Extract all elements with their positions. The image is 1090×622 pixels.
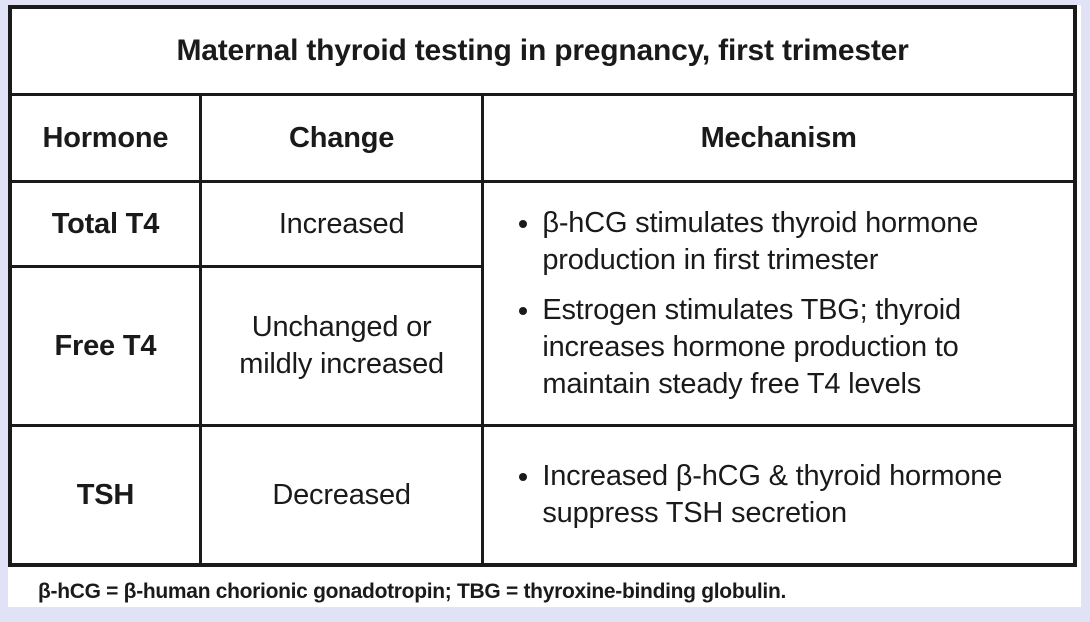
- table-title: Maternal thyroid testing in pregnancy, f…: [8, 5, 1077, 96]
- table-row-total-t4: Total T4 Increased β-hCG stimulates thyr…: [8, 180, 1077, 427]
- abbreviation-footnote: β-hCG = β-human chorionic gonadotropin; …: [38, 580, 787, 603]
- change-total-t4: Increased: [198, 180, 485, 268]
- mechanism-bullet: Estrogen stimulates TBG; thyroid increas…: [542, 292, 1053, 403]
- header-row: Hormone Change Mechanism: [8, 93, 1077, 183]
- hormone-free-t4: Free T4: [8, 265, 202, 427]
- mechanism-bullet: Increased β-hCG & thyroid hormone suppre…: [542, 458, 1053, 532]
- table-row-tsh: TSH Decreased Increased β-hCG & thyroid …: [8, 424, 1077, 567]
- mechanism-tsh-cell: Increased β-hCG & thyroid hormone suppre…: [481, 424, 1077, 567]
- hormone-tsh: TSH: [8, 424, 202, 567]
- column-header-hormone: Hormone: [8, 93, 202, 183]
- figure-card: Maternal thyroid testing in pregnancy, f…: [8, 5, 1081, 607]
- mechanism-t4-bullet-list: β-hCG stimulates thyroid hormone product…: [506, 205, 1053, 403]
- mechanism-t4-cell: β-hCG stimulates thyroid hormone product…: [481, 180, 1077, 427]
- mechanism-tsh-bullet-list: Increased β-hCG & thyroid hormone suppre…: [506, 458, 1053, 532]
- column-header-mechanism: Mechanism: [481, 93, 1077, 183]
- table-row-free-t4: Free T4 Unchanged or mildly increased: [8, 265, 1075, 427]
- hormone-total-t4: Total T4: [8, 180, 202, 268]
- thyroid-testing-table: Maternal thyroid testing in pregnancy, f…: [8, 5, 1077, 567]
- column-header-change: Change: [198, 93, 485, 183]
- change-free-t4: Unchanged or mildly increased: [198, 265, 485, 427]
- title-row: Maternal thyroid testing in pregnancy, f…: [8, 5, 1077, 96]
- change-tsh: Decreased: [198, 424, 485, 567]
- mechanism-bullet: β-hCG stimulates thyroid hormone product…: [542, 205, 1053, 279]
